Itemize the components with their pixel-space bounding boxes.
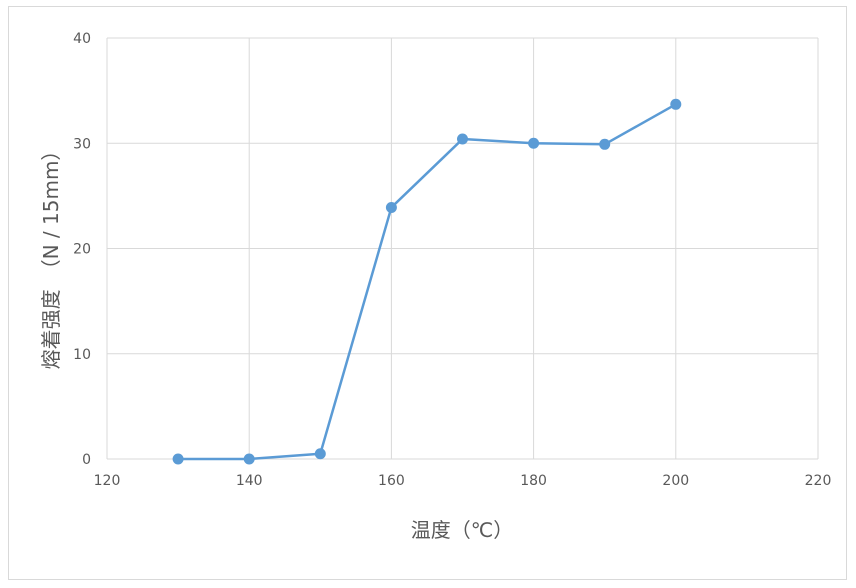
x-tick-labels: 120 140 160 180 200 220 (94, 473, 832, 489)
data-point (457, 133, 468, 145)
y-tick-label: 20 (73, 242, 91, 258)
data-point (385, 201, 397, 213)
x-tick-label: 180 (520, 473, 547, 489)
series-line (178, 103, 677, 461)
data-point (528, 137, 540, 149)
x-axis-title: 温度（℃） (411, 518, 513, 542)
y-axis-title: 熔着强度 （N / 15mm） (39, 141, 63, 370)
x-tick-label: 160 (378, 473, 405, 489)
x-tick-label: 200 (662, 473, 689, 489)
x-tick-label: 120 (94, 473, 121, 489)
y-tick-label: 10 (73, 347, 91, 363)
y-tick-labels: 0 10 20 30 40 (73, 31, 91, 468)
data-point (243, 453, 255, 465)
data-point (314, 448, 326, 460)
data-point (172, 453, 184, 465)
y-tick-label: 0 (82, 452, 91, 468)
data-point (670, 98, 682, 110)
y-tick-label: 30 (73, 136, 91, 152)
grid (106, 37, 819, 460)
data-point (599, 138, 611, 150)
x-tick-label: 140 (236, 473, 263, 489)
y-tick-label: 40 (73, 31, 91, 47)
chart-frame (8, 6, 847, 580)
x-tick-label: 220 (805, 473, 832, 489)
series (172, 98, 682, 465)
